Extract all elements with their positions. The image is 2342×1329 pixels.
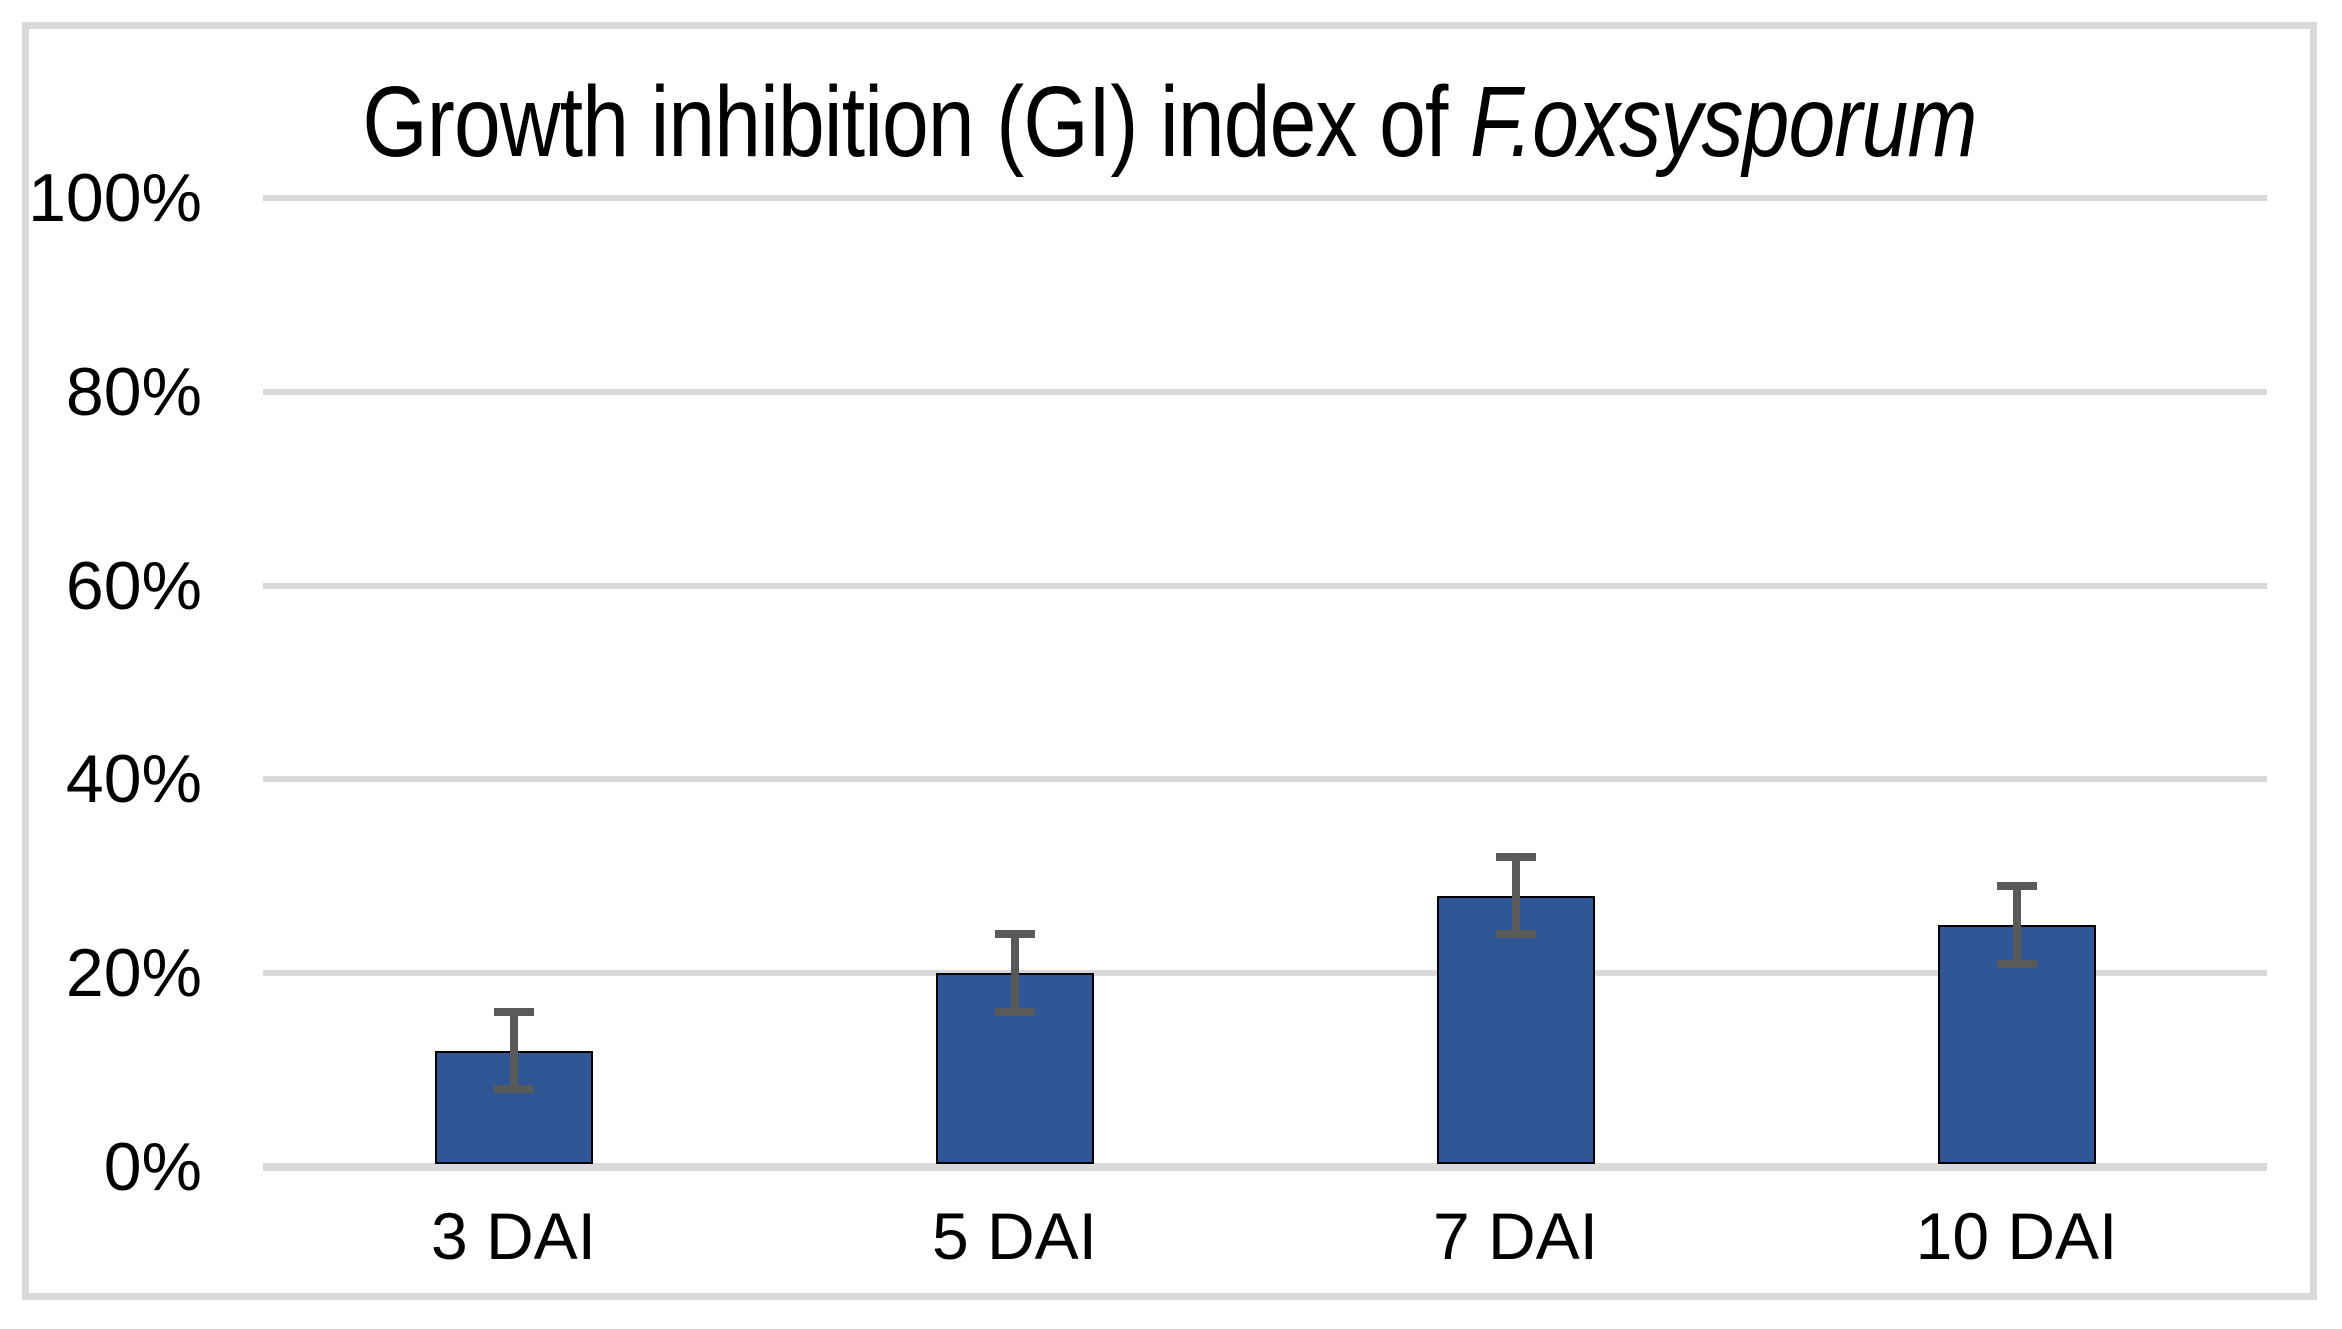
error-bar-cap-top — [1495, 852, 1536, 861]
y-axis-tick-label: 100% — [28, 160, 202, 236]
y-axis-tick-label: 40% — [65, 741, 202, 818]
error-bar-cap-top — [1996, 881, 2037, 890]
chart-title: Growth inhibition (GI) index of F.oxsysp… — [206, 62, 2134, 182]
error-bar-line — [1511, 856, 1520, 935]
y-axis-tick-label: 80% — [65, 353, 202, 430]
error-bar-cap-top — [493, 1007, 534, 1016]
x-axis-category-label: 3 DAI — [430, 1199, 597, 1273]
chart-frame — [22, 22, 2317, 1300]
gridline — [263, 970, 2267, 977]
x-axis-category-label: 10 DAI — [1915, 1199, 2118, 1273]
x-axis-category-label: 5 DAI — [931, 1199, 1098, 1273]
y-axis-tick-label: 0% — [103, 1129, 202, 1205]
error-bar-line — [509, 1011, 518, 1090]
gridline — [263, 776, 2267, 783]
chart-title-text: Growth inhibition (GI) index of — [362, 66, 1471, 178]
y-axis-tick-label: 20% — [65, 935, 202, 1012]
error-bar-line — [1010, 934, 1019, 1012]
bar — [1436, 895, 1595, 1164]
x-axis-category-label: 7 DAI — [1432, 1199, 1599, 1273]
gridline — [263, 582, 2267, 589]
gridline — [263, 388, 2267, 395]
error-bar-cap-bottom — [1996, 959, 2037, 968]
error-bar-cap-bottom — [493, 1085, 534, 1094]
gridline — [263, 195, 2267, 201]
x-axis-line — [263, 1163, 2267, 1171]
error-bar-cap-top — [994, 930, 1035, 939]
error-bar-cap-bottom — [1495, 930, 1536, 939]
error-bar-cap-bottom — [994, 1007, 1035, 1016]
error-bar-line — [2012, 885, 2021, 964]
chart-title-species: F.oxsysporum — [1470, 66, 1977, 178]
y-axis-tick-label: 60% — [65, 547, 202, 624]
